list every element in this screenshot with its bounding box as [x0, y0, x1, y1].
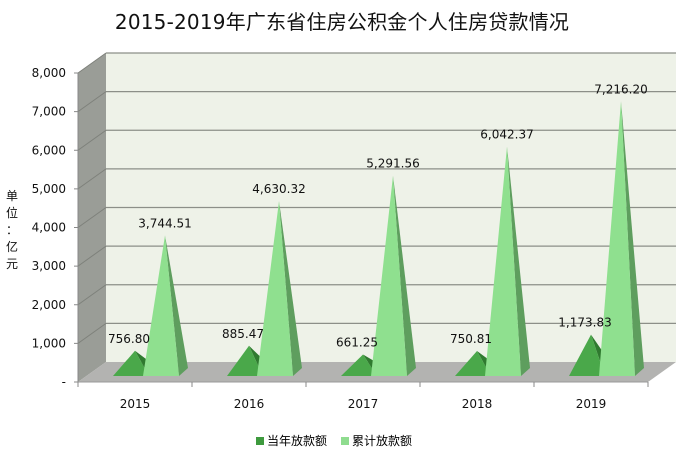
x-tick-label: 2016 [234, 397, 265, 411]
cumulative-pyramid-front-face [143, 235, 179, 376]
side-gridline [77, 91, 107, 113]
side-gridline [77, 322, 107, 344]
cumulative-pyramid-front-face [485, 146, 521, 376]
data-labels: 756.80 3,744.51 885.47 4,630.32 661.25 5,291.… [108, 82, 648, 349]
side-gridline [77, 245, 107, 267]
annual-pyramid-front-face [569, 334, 605, 376]
cumulative-pyramid-side-face [165, 235, 188, 376]
y-unit-char: 位 [5, 206, 18, 220]
annual-pyramid-front-face [113, 350, 149, 376]
data-label-annual: 885.47 [222, 327, 264, 341]
annual-pyramid-front-face [455, 350, 491, 376]
y-unit-char: 亿 [5, 240, 18, 254]
data-label-cumulative: 6,042.37 [480, 128, 533, 142]
data-label-cumulative: 3,744.51 [138, 216, 191, 230]
cumulative-pyramid-front-face [257, 201, 293, 376]
side-gridline [77, 52, 107, 74]
legend: 当年放款额 累计放款额 [256, 432, 412, 449]
annual-pyramid-front-face [341, 354, 377, 376]
y-tick-label: 5,000 [32, 182, 66, 196]
y-tick-label: 1,000 [32, 336, 66, 350]
data-label-annual: 750.81 [450, 332, 492, 346]
legend-label: 当年放款额 [267, 434, 328, 448]
y-tick-label: 2,000 [32, 298, 66, 312]
annual-pyramid-front-face [227, 345, 263, 376]
data-label-cumulative: 5,291.56 [366, 157, 419, 171]
y-unit-char: 单 [5, 189, 18, 203]
data-label-cumulative: 7,216.20 [594, 82, 647, 96]
x-tick-label: 2017 [348, 397, 379, 411]
legend-label: 累计放款额 [352, 434, 413, 448]
y-unit-char: ： [5, 223, 18, 237]
y-tick-label: 7,000 [32, 105, 66, 119]
axes: - 1,000 2,000 3,000 4,000 5,000 6,000 7,000 8,00… [32, 66, 649, 411]
data-label-annual: 756.80 [108, 332, 150, 346]
legend-swatch-dark-green [256, 436, 264, 445]
legend-item-cumulative[interactable]: 累计放款额 [341, 432, 412, 449]
side-gridline [77, 284, 107, 306]
y-tick-label: 4,000 [32, 221, 66, 235]
x-tick-label: 2015 [120, 397, 151, 411]
cumulative-pyramid-side-face [393, 175, 416, 376]
cumulative-pyramid-front-face [371, 175, 407, 376]
legend-item-annual[interactable]: 当年放款额 [256, 432, 327, 449]
side-gridline [77, 168, 107, 190]
y-axis-unit-label: 单 位 ： 亿 元 [4, 188, 20, 273]
cumulative-pyramid-side-face [279, 201, 302, 376]
x-tick-label: 2019 [576, 397, 607, 411]
x-tick-label: 2018 [462, 397, 493, 411]
data-label-annual: 1,173.83 [558, 316, 611, 330]
cumulative-pyramid-side-face [507, 146, 530, 376]
y-unit-char: 元 [5, 257, 18, 271]
side-gridline [77, 129, 107, 151]
cumulative-pyramid-side-face [621, 101, 644, 376]
y-tick-label: 8,000 [32, 66, 66, 80]
y-tick-label: 6,000 [32, 143, 66, 157]
y-tick-label: 3,000 [32, 259, 66, 273]
data-label-cumulative: 4,630.32 [252, 182, 305, 196]
pyramid-series [113, 101, 644, 376]
data-label-annual: 661.25 [336, 335, 378, 349]
y-tick-label: - [62, 375, 66, 389]
chart-title: 2015-2019年广东省住房公积金个人住房贷款情况 [114, 10, 570, 34]
cumulative-pyramid-front-face [599, 101, 635, 376]
legend-swatch-light-green [341, 436, 350, 445]
side-gridline [77, 207, 107, 228]
